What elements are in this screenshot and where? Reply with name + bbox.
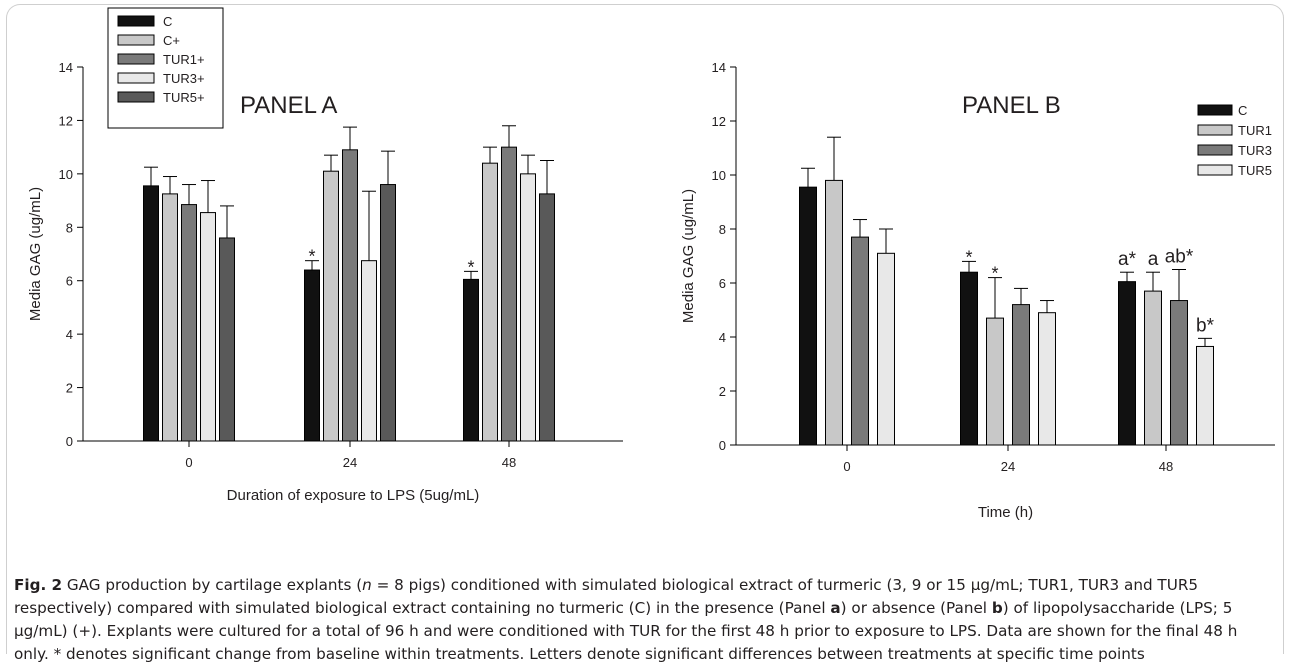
panel-b-bar — [1038, 312, 1056, 446]
panel-a-bar — [501, 146, 517, 442]
panel-b-legend-label: TUR5 — [1238, 163, 1272, 178]
panel-b-significance-label: * — [991, 264, 998, 284]
panel-b-legend-label: C — [1238, 103, 1247, 118]
panel-b-bar — [851, 236, 869, 446]
panel-a-y-tick-label: 10 — [59, 167, 73, 182]
panel-a-significance-label: * — [467, 257, 474, 277]
panel-a-legend-swatch — [117, 34, 155, 46]
panel-b-bar — [1012, 304, 1030, 446]
panel-a-legend-label: TUR5+ — [163, 90, 205, 105]
panel-b-y-tick-label: 0 — [719, 438, 726, 453]
panel-b-bar — [799, 186, 817, 446]
panel-a-bar — [482, 162, 498, 442]
panel-a-bar — [380, 184, 396, 442]
panel-b-legend-swatch — [1197, 124, 1233, 136]
panel-a-panel-label: PANEL A — [240, 92, 337, 119]
panel-a-bar — [143, 185, 159, 442]
panel-b-legend-swatch — [1197, 144, 1233, 156]
panel-a-legend-label: C+ — [163, 33, 180, 48]
panel-a-x-axis-title: Duration of exposure to LPS (5ug/mL) — [227, 487, 480, 504]
panel-a-bar — [539, 193, 555, 442]
panel-a-y-tick-label: 2 — [66, 381, 73, 396]
panel-b-significance-label: b* — [1196, 315, 1215, 336]
panel-a-y-tick-label: 8 — [66, 220, 73, 235]
panel-a-bar — [520, 173, 536, 442]
panel-a-x-tick-label: 0 — [185, 455, 192, 470]
panel-a-bar — [323, 170, 339, 442]
panel-b-y-tick-label: 6 — [719, 276, 726, 291]
caption-text-1: GAG production by cartilage explants ( — [62, 576, 363, 594]
panel-b-legend-label: TUR3 — [1238, 143, 1272, 158]
panel-b-x-tick-label: 48 — [1159, 459, 1173, 474]
panel-b-y-tick-label: 8 — [719, 222, 726, 237]
panel-b-legend-swatch — [1197, 164, 1233, 176]
panel-a-x-tick-label: 24 — [343, 455, 357, 470]
panel-a-y-axis-title: Media GAG (ug/mL) — [27, 187, 44, 321]
caption-text-4: ) of lipopolysaccharide (LPS; 5 μg/mL) (… — [14, 599, 1238, 663]
panel-a-bar — [463, 278, 479, 442]
caption-panel-b: b — [991, 599, 1003, 617]
panel-a-y-tick-label: 12 — [59, 113, 73, 128]
figure-frame — [6, 4, 1284, 654]
panel-b-bar — [1144, 290, 1162, 446]
panel-a-y-tick-label: 14 — [59, 60, 73, 75]
panel-b-legend-label: TUR1 — [1238, 123, 1272, 138]
panel-a-x-tick-label: 48 — [502, 455, 516, 470]
figure-caption: Fig. 2 GAG production by cartilage expla… — [14, 574, 1276, 666]
caption-n: n — [362, 576, 372, 594]
panel-a-bar — [200, 212, 216, 442]
panel-a-bar — [304, 269, 320, 442]
panel-a-y-tick-label: 6 — [66, 274, 73, 289]
panel-b-bar — [825, 179, 843, 446]
panel-b-significance-label: * — [965, 247, 972, 267]
panel-b-significance-label: a — [1148, 249, 1159, 270]
panel-b-significance-label: a* — [1118, 249, 1137, 270]
panel-a-legend-swatch — [117, 53, 155, 65]
panel-b-bar — [1170, 300, 1188, 446]
panel-b-y-axis-title: Media GAG (ug/mL) — [680, 189, 697, 323]
panel-a-legend-swatch — [117, 72, 155, 84]
panel-a-bar — [181, 204, 197, 442]
panel-b-y-tick-label: 2 — [719, 384, 726, 399]
panel-a-y-tick-label: 4 — [66, 327, 73, 342]
panel-b-bar — [960, 271, 978, 446]
panel-b-bar — [877, 252, 895, 446]
panel-a-legend-label: C — [163, 14, 172, 29]
panel-a-bar — [342, 149, 358, 442]
panel-b-x-tick-label: 24 — [1001, 459, 1015, 474]
panel-b-y-tick-label: 14 — [712, 60, 726, 75]
panel-a-bar — [361, 260, 377, 442]
panel-a-legend-box — [107, 7, 224, 129]
panel-b-bar — [1118, 281, 1136, 446]
caption-fig-label: Fig. 2 — [14, 576, 63, 594]
panel-b-panel-label: PANEL B — [962, 92, 1061, 119]
panel-b-bar — [1196, 345, 1214, 446]
panel-b-x-axis-title: Time (h) — [978, 504, 1033, 521]
panel-b-x-tick-label: 0 — [843, 459, 850, 474]
panel-a-legend-swatch — [117, 15, 155, 27]
panel-a-bar — [219, 237, 235, 442]
panel-b-significance-label: ab* — [1165, 247, 1194, 268]
panel-a-legend-label: TUR3+ — [163, 71, 205, 86]
panel-a-significance-label: * — [308, 247, 315, 267]
caption-panel-a: a — [830, 599, 841, 617]
panel-b-bar — [986, 317, 1004, 446]
panel-a-y-tick-label: 0 — [66, 434, 73, 449]
panel-a-bar — [162, 193, 178, 442]
panel-b-legend-swatch — [1197, 104, 1233, 116]
panel-b-y-tick-label: 4 — [719, 330, 726, 345]
panel-b-y-tick-label: 12 — [712, 114, 726, 129]
caption-text-2: = 8 pigs) conditioned with simulated bio… — [14, 576, 1199, 617]
caption-text-3: ) or absence (Panel — [840, 599, 992, 617]
panel-a-legend-label: TUR1+ — [163, 52, 205, 67]
panel-a-legend-swatch — [117, 91, 155, 103]
panel-b-y-tick-label: 10 — [712, 168, 726, 183]
